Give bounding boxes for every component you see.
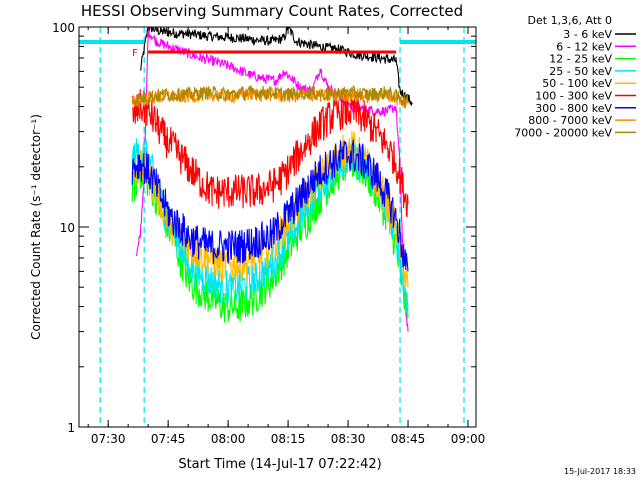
y-tick-label: 100 <box>52 21 75 35</box>
legend-label: 12 - 25 keV <box>549 53 612 66</box>
y-axis-label: Corrected Count Rate (s⁻¹ detector⁻¹) <box>29 114 43 340</box>
legend-label: 300 - 800 keV <box>535 102 612 115</box>
x-tick-label: 08:00 <box>211 432 246 446</box>
x-tick-label: 07:30 <box>91 432 126 446</box>
legend-label: 50 - 100 keV <box>542 77 612 90</box>
legend-label: 800 - 7000 keV <box>528 114 612 127</box>
x-tick-label: 08:15 <box>271 432 306 446</box>
legend-label: 100 - 300 keV <box>535 90 612 103</box>
legend-title: Det 1,3,6, Att 0 <box>528 14 612 27</box>
chart-title: HESSI Observing Summary Count Rates, Cor… <box>81 2 463 20</box>
y-tick-label: 10 <box>60 221 75 235</box>
x-tick-label: 09:00 <box>451 432 486 446</box>
series-line-3 <box>131 145 409 323</box>
x-axis-label: Start Time (14-Jul-17 07:22:42) <box>178 457 381 472</box>
footer-timestamp: 15-Jul-2017 18:33 <box>564 467 636 476</box>
series-line-1 <box>140 26 413 107</box>
legend-label: 7000 - 20000 keV <box>514 126 612 139</box>
legend-label: 6 - 12 keV <box>556 40 612 53</box>
plot-area: F 07:30 07:45 08:00 08:15 08:30 08:45 09:00 1 10 1… <box>52 21 485 446</box>
legend-label: 3 - 6 keV <box>563 28 612 41</box>
series-line-6 <box>131 89 409 218</box>
x-tick-label: 08:45 <box>391 432 426 446</box>
flag-label: F <box>132 48 138 59</box>
series-line-9 <box>131 84 409 108</box>
legend-label: 25 - 50 keV <box>549 65 612 78</box>
series-line-7 <box>131 139 409 272</box>
y-tick-label: 1 <box>67 421 75 435</box>
x-tick-label: 08:30 <box>331 432 366 446</box>
x-tick-label: 07:45 <box>151 432 186 446</box>
